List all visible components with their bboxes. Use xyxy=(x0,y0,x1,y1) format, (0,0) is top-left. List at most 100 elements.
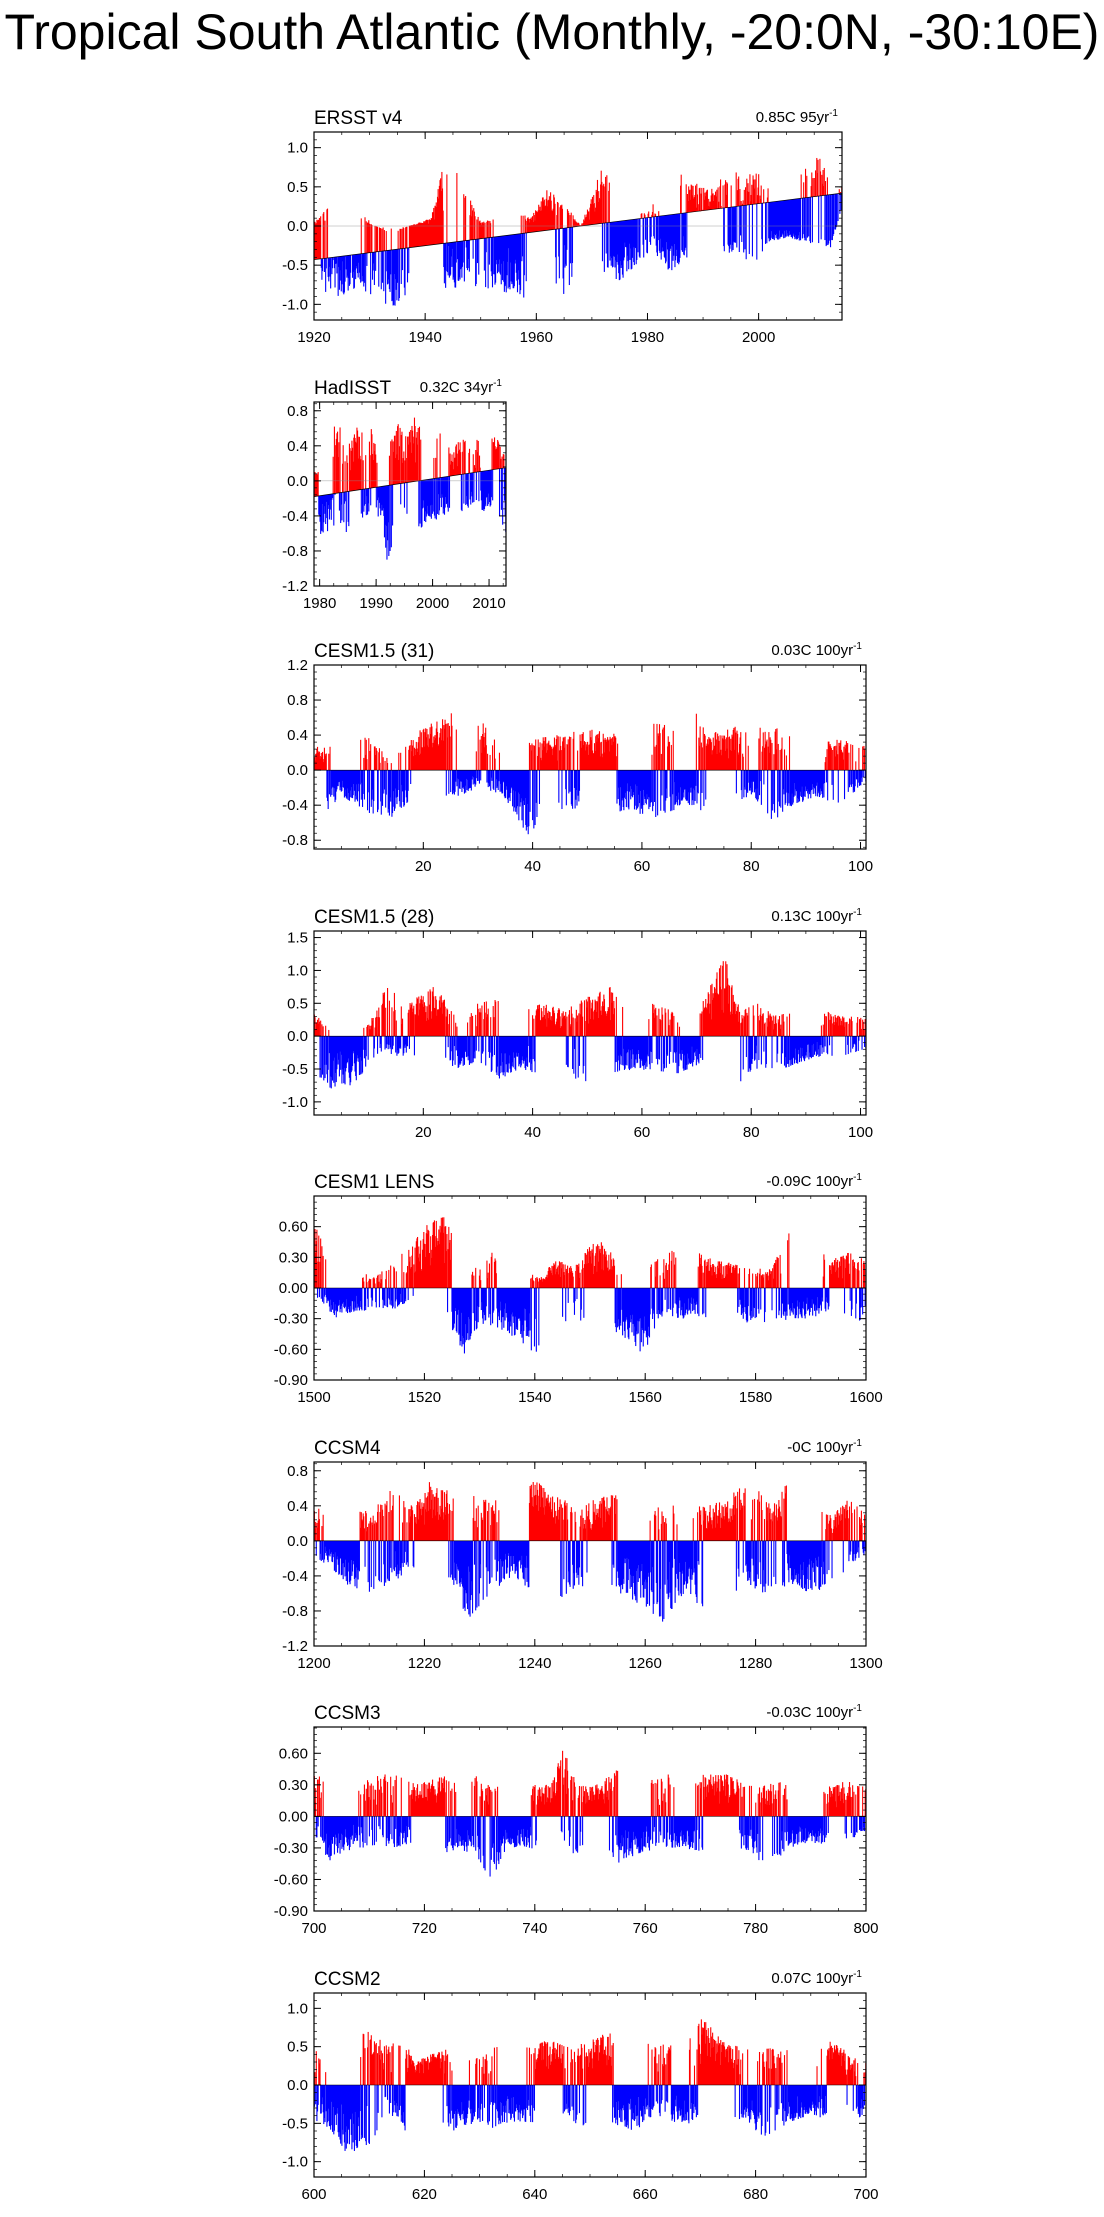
bar-negative xyxy=(860,770,862,786)
bar-negative xyxy=(528,770,530,827)
bar-negative xyxy=(645,217,647,240)
bar-negative xyxy=(845,1036,847,1055)
bar-positive xyxy=(388,1269,390,1288)
bar-negative xyxy=(337,1540,339,1565)
x-tick-label: 20 xyxy=(415,1124,432,1141)
bar-negative xyxy=(686,1036,688,1070)
bar-positive xyxy=(821,183,823,196)
bar-negative xyxy=(501,235,504,281)
bar-positive xyxy=(759,195,761,204)
bar-negative xyxy=(775,1288,777,1319)
bar-positive xyxy=(411,1506,413,1541)
bar-negative xyxy=(649,770,651,807)
bar-negative xyxy=(521,233,523,262)
bar-positive xyxy=(582,1260,584,1288)
bar-negative xyxy=(627,1540,629,1581)
bar-negative xyxy=(391,1288,393,1301)
bar-negative xyxy=(814,770,816,794)
bar-negative xyxy=(323,258,325,273)
bar-negative xyxy=(681,1036,683,1051)
bar-positive xyxy=(710,739,712,771)
bar-positive xyxy=(426,1006,428,1037)
bar-positive xyxy=(722,738,724,771)
bar-positive xyxy=(537,1008,539,1037)
bar-positive xyxy=(426,219,428,246)
bar-positive xyxy=(533,212,535,232)
bar-negative xyxy=(396,249,399,283)
bar-negative xyxy=(655,770,657,817)
bar-negative xyxy=(783,770,785,795)
bar-positive xyxy=(410,1007,412,1037)
bar-negative xyxy=(444,243,446,270)
bar-positive xyxy=(377,1274,379,1288)
bar-positive xyxy=(588,744,590,771)
bar-positive xyxy=(737,178,739,207)
bar-negative xyxy=(330,1540,332,1554)
bar-negative xyxy=(497,1540,499,1562)
bar-negative xyxy=(687,1036,689,1065)
bar-positive xyxy=(762,746,764,771)
bar-negative xyxy=(633,770,635,796)
bar-negative xyxy=(326,494,328,519)
bar-positive xyxy=(712,1000,714,1037)
bar-positive xyxy=(536,1482,538,1541)
bar-negative xyxy=(334,257,336,288)
bar-negative xyxy=(571,770,573,807)
bar-negative xyxy=(793,1036,796,1064)
bar-negative xyxy=(465,770,467,779)
bar-negative xyxy=(462,1540,464,1609)
bar-positive xyxy=(556,1515,558,1541)
bar-negative xyxy=(778,1288,781,1311)
bar-positive xyxy=(717,1261,719,1288)
bar-negative xyxy=(325,494,327,502)
bar-positive xyxy=(733,727,735,771)
bar-positive xyxy=(483,1019,485,1037)
bar-positive xyxy=(379,227,381,252)
bar-negative xyxy=(383,1540,385,1586)
bar-positive xyxy=(584,1519,586,1541)
bar-negative xyxy=(486,770,488,783)
bar-positive xyxy=(338,442,340,493)
bar-negative xyxy=(626,1036,628,1066)
bar-negative xyxy=(348,1540,350,1572)
bar-positive xyxy=(354,437,356,491)
bar-positive xyxy=(452,1498,454,1541)
bar-positive xyxy=(654,746,656,771)
bar-negative xyxy=(330,770,332,797)
bar-positive xyxy=(587,1249,589,1288)
bar-negative xyxy=(858,1036,860,1041)
bar-positive xyxy=(837,754,839,771)
bar-negative xyxy=(498,1036,501,1079)
bar-positive xyxy=(432,991,434,1037)
bar-negative xyxy=(674,770,676,805)
bar-negative xyxy=(831,1036,833,1056)
bar-negative xyxy=(509,1540,511,1572)
bar-positive xyxy=(560,205,562,229)
bar-negative xyxy=(331,493,333,500)
bar-positive xyxy=(493,442,495,470)
bar-negative xyxy=(472,1288,474,1314)
bar-positive xyxy=(356,427,358,491)
bar-positive xyxy=(532,1482,534,1541)
bar-negative xyxy=(473,1036,475,1052)
bar-positive xyxy=(487,1511,489,1541)
bar-negative xyxy=(347,491,349,522)
bar-negative xyxy=(330,1036,332,1089)
bar-negative xyxy=(673,214,675,245)
bar-negative xyxy=(515,1540,517,1567)
bar-negative xyxy=(773,770,776,813)
bar-negative xyxy=(618,1288,621,1330)
bar-negative xyxy=(515,234,517,273)
bar-positive xyxy=(840,1018,842,1037)
bar-positive xyxy=(390,1510,392,1541)
bar-negative xyxy=(615,1540,617,1587)
bar-negative xyxy=(638,218,640,257)
bar-positive xyxy=(582,734,584,771)
bar-positive xyxy=(316,746,319,771)
bar-negative xyxy=(456,1288,458,1333)
bar-positive xyxy=(835,1022,837,1037)
bar-positive xyxy=(368,223,370,253)
bar-negative xyxy=(694,1288,696,1314)
bar-negative xyxy=(458,241,460,278)
bar-positive xyxy=(409,225,411,248)
